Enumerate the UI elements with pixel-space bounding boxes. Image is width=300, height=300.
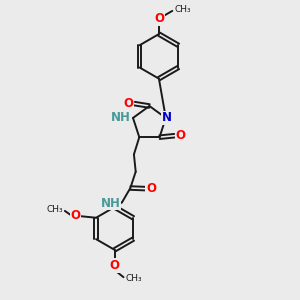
Text: O: O bbox=[124, 97, 134, 110]
Text: O: O bbox=[70, 209, 80, 222]
Text: NH: NH bbox=[101, 197, 121, 210]
Text: CH₃: CH₃ bbox=[125, 274, 142, 284]
Text: N: N bbox=[162, 111, 172, 124]
Text: NH: NH bbox=[111, 110, 130, 124]
Text: O: O bbox=[146, 182, 156, 195]
Text: O: O bbox=[175, 129, 185, 142]
Text: O: O bbox=[110, 259, 120, 272]
Text: O: O bbox=[154, 12, 164, 25]
Text: CH₃: CH₃ bbox=[174, 5, 191, 14]
Text: CH₃: CH₃ bbox=[46, 205, 63, 214]
